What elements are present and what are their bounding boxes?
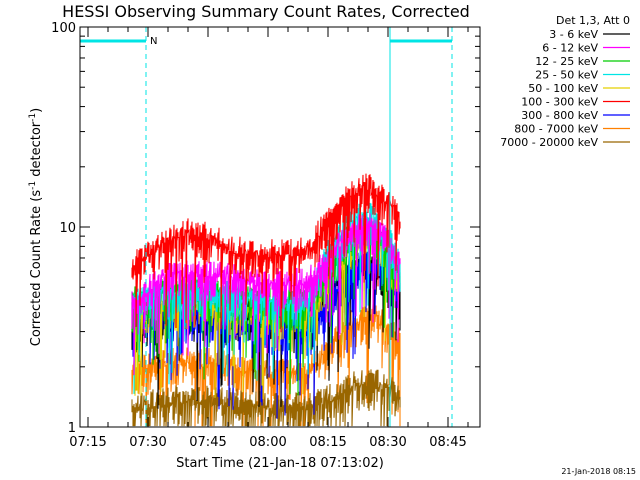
legend-label-1: 6 - 12 keV [542, 42, 598, 55]
footer-date: 21-Jan-2018 08:15 [561, 467, 636, 476]
legend-label-8: 7000 - 20000 keV [500, 136, 598, 149]
y-tick-label: 10 [59, 221, 76, 236]
legend-label-0: 3 - 6 keV [549, 28, 598, 41]
x-tick-label: 08:00 [249, 435, 286, 450]
x-tick-label: 08:30 [369, 435, 406, 450]
x-axis-label: Start Time (21-Jan-18 07:13:02) [176, 456, 384, 471]
y-tick-label: 1 [68, 421, 76, 436]
legend-label-7: 800 - 7000 keV [514, 123, 598, 136]
series-layer [131, 173, 401, 427]
y-axis-label: Corrected Count Rate (s-1 detector-1) [28, 108, 44, 346]
x-tick-label: 08:15 [309, 435, 346, 450]
legend-label-5: 100 - 300 keV [521, 96, 598, 109]
y-axis-ticks: 1 10 100 [51, 21, 480, 436]
legend-title: Det 1,3, Att 0 [556, 14, 630, 27]
x-axis-ticks: 07:15 07:30 07:45 08:00 08:15 08:30 08:45 [69, 27, 469, 450]
night-label: N [150, 36, 157, 47]
legend-label-4: 50 - 100 keV [528, 82, 598, 95]
chart-title: HESSI Observing Summary Count Rates, Cor… [62, 2, 470, 21]
x-tick-label: 07:45 [189, 435, 226, 450]
legend-label-2: 12 - 25 keV [535, 55, 598, 68]
x-tick-label: 07:15 [69, 435, 106, 450]
series-line-5 [131, 173, 401, 333]
x-tick-label: 07:30 [129, 435, 166, 450]
y-tick-label: 100 [51, 21, 76, 36]
x-tick-label: 08:45 [429, 435, 466, 450]
series-line-8 [131, 369, 401, 427]
legend-label-6: 300 - 800 keV [521, 109, 598, 122]
legend-label-3: 25 - 50 keV [535, 69, 598, 82]
